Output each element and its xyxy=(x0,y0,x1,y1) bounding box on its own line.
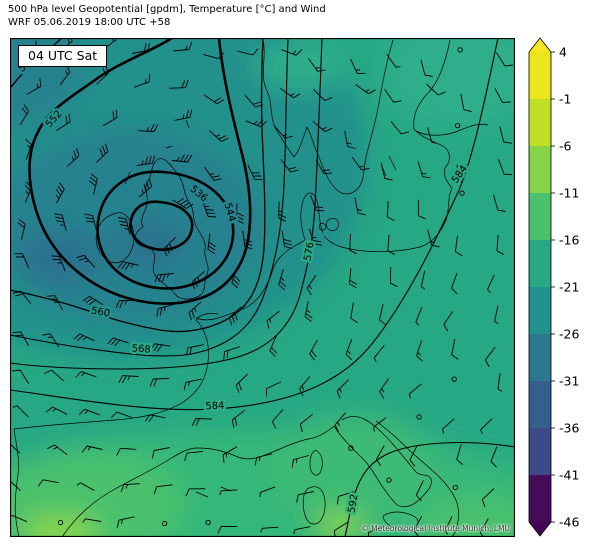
svg-text:-6: -6 xyxy=(559,139,572,154)
map-frame-border xyxy=(10,38,515,537)
weather-map: 536544552560560568576584584592 xyxy=(10,38,515,537)
svg-text:-11: -11 xyxy=(559,186,579,201)
valid-time-label: 04 UTC Sat xyxy=(18,45,108,67)
wind-barb-layer xyxy=(10,38,513,537)
svg-text:-46: -46 xyxy=(559,515,579,530)
chart-subtitle: WRF 05.06.2019 18:00 UTC +58 xyxy=(8,17,171,28)
svg-text:4: 4 xyxy=(559,45,567,60)
svg-text:568: 568 xyxy=(131,343,151,355)
svg-text:-16: -16 xyxy=(559,233,579,248)
svg-text:-41: -41 xyxy=(559,468,579,483)
map-area: 536544552560560568576584584592 04 UTC Sa… xyxy=(10,38,515,537)
svg-text:-21: -21 xyxy=(559,280,579,295)
attribution: © Meteorological Institute Munich, LMU xyxy=(361,524,510,533)
temperature-fill-layer xyxy=(10,38,515,537)
coastline-layer xyxy=(13,39,489,537)
svg-text:584: 584 xyxy=(205,401,224,413)
colorbar-body xyxy=(528,37,552,537)
svg-text:-1: -1 xyxy=(559,92,571,107)
colorbar-wrap: 4 -1 -6 -11 -16 -21 -26 -31 -36 -41 -46 xyxy=(528,32,600,548)
svg-text:-31: -31 xyxy=(559,374,579,389)
geopotential-contour-layer xyxy=(10,38,515,537)
colorbar: 4 -1 -6 -11 -16 -21 -26 -31 -36 -41 -46 xyxy=(528,37,579,537)
colorbar-tick-labels: 4 -1 -6 -11 -16 -21 -26 -31 -36 -41 -46 xyxy=(551,45,579,530)
svg-text:-26: -26 xyxy=(559,327,579,342)
chart-title-block: 500 hPa level Geopotential [gpdm], Tempe… xyxy=(8,3,326,29)
chart-title: 500 hPa level Geopotential [gpdm], Tempe… xyxy=(8,4,326,15)
svg-text:-36: -36 xyxy=(559,421,579,436)
